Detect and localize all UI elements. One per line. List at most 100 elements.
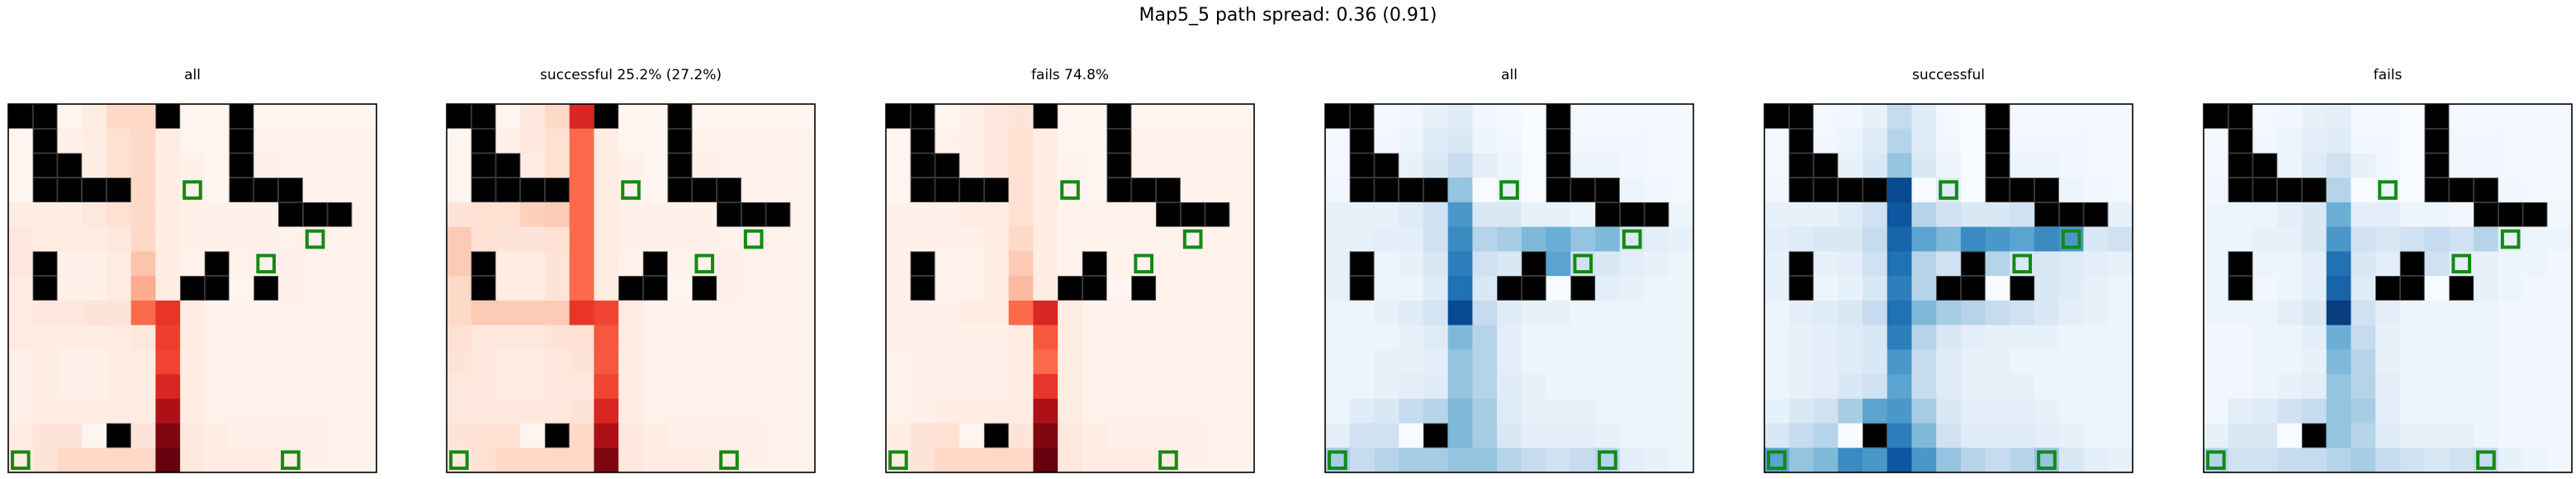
wall-cell	[692, 276, 717, 301]
heat-cell	[1180, 349, 1206, 375]
heat-cell	[1472, 276, 1498, 301]
heat-cell	[520, 202, 546, 228]
heat-cell	[1156, 104, 1181, 130]
goal-marker	[1134, 254, 1154, 274]
wall-cell	[471, 153, 497, 178]
heat-cell	[2424, 300, 2450, 326]
heat-cell	[278, 128, 304, 154]
heat-cell	[2058, 325, 2085, 350]
heat-cell	[2424, 374, 2450, 400]
wall-outline	[1985, 153, 2010, 178]
heat-cell	[2399, 448, 2426, 473]
heat-cell	[717, 276, 742, 301]
heat-cell	[1399, 423, 1424, 448]
wall-cell	[1180, 202, 1206, 228]
heat-cell	[717, 104, 742, 130]
heat-cell	[2010, 448, 2035, 473]
wall-outline	[1546, 128, 1571, 154]
heat-cell	[352, 398, 377, 424]
heat-cell	[1349, 325, 1376, 350]
wall-cell	[1423, 178, 1449, 203]
heat-cell	[2058, 398, 2085, 424]
heat-cell	[2277, 300, 2303, 326]
wall-cell	[2424, 128, 2450, 154]
heat-cell	[130, 202, 156, 228]
heat-cell	[1619, 128, 1646, 154]
heat-cell	[2301, 226, 2327, 252]
heat-cell	[32, 202, 59, 228]
heat-cell	[2326, 178, 2351, 203]
heat-cell	[1205, 325, 1230, 350]
heat-cell	[618, 423, 644, 448]
heat-cell	[1229, 349, 1255, 375]
heat-cell	[1472, 178, 1498, 203]
heat-cell	[1399, 448, 1424, 473]
heat-cell	[1764, 226, 1790, 252]
heat-cell	[1619, 153, 1646, 178]
heat-cell	[1813, 300, 1839, 326]
heat-cell	[130, 128, 156, 154]
wall-cell	[1106, 104, 1132, 130]
heat-cell	[959, 104, 985, 130]
heat-cell	[618, 398, 644, 424]
heat-cell	[1595, 398, 1621, 424]
wall-outline	[2034, 202, 2059, 227]
heat-cell	[8, 153, 34, 178]
wall-outline	[205, 251, 230, 276]
wall-cell	[1106, 128, 1132, 154]
heat-cell	[278, 349, 304, 375]
heat-cell	[1619, 349, 1646, 375]
wall-outline	[1644, 202, 1669, 227]
heat-cell	[1082, 349, 1108, 375]
heat-cell	[253, 128, 279, 154]
wall-cell	[1985, 128, 2010, 154]
heat-cell	[1423, 398, 1449, 424]
heat-cell	[1669, 104, 1694, 130]
heat-cell	[692, 423, 717, 448]
heat-cell	[1131, 202, 1157, 228]
heat-cell	[1058, 374, 1083, 400]
heat-cell	[130, 276, 156, 301]
heat-cell	[2058, 104, 2085, 130]
heat-cell	[2204, 128, 2229, 154]
heat-cell	[642, 153, 669, 178]
heat-cell	[1960, 448, 1986, 473]
heat-cell	[2498, 349, 2524, 375]
heat-cell	[1229, 251, 1255, 277]
heat-cell	[1887, 448, 1912, 473]
heat-cell	[594, 276, 619, 301]
wall-outline	[2010, 178, 2034, 202]
wall-outline	[278, 202, 303, 227]
heat-cell	[447, 325, 472, 350]
heat-cell	[1447, 374, 1473, 400]
heat-cell	[82, 423, 107, 448]
heat-cell	[2522, 423, 2548, 448]
heat-cell	[1887, 276, 1912, 301]
wall-cell	[82, 178, 107, 203]
heat-cell	[1570, 226, 1596, 252]
heatmap-grid	[2203, 103, 2573, 473]
wall-cell	[204, 276, 230, 301]
heat-cell	[1838, 202, 1863, 228]
wall-cell	[594, 104, 619, 130]
heat-cell	[2375, 226, 2401, 252]
heat-cell	[935, 226, 960, 252]
heat-cell	[8, 276, 34, 301]
heat-cell	[2375, 251, 2401, 277]
heat-cell	[1058, 448, 1083, 473]
heat-cell	[765, 374, 791, 400]
heat-cell	[2449, 325, 2474, 350]
heat-cell	[447, 423, 472, 448]
wall-cell	[2301, 178, 2327, 203]
heat-cell	[1497, 325, 1522, 350]
heat-cell	[495, 128, 521, 154]
heat-cell	[1325, 349, 1351, 375]
heat-cell	[2252, 300, 2278, 326]
heat-cell	[1838, 374, 1863, 400]
heat-cell	[8, 374, 34, 400]
heat-cell	[2547, 153, 2573, 178]
wall-cell	[1349, 153, 1376, 178]
heat-cell	[2034, 128, 2060, 154]
heat-cell	[2034, 104, 2060, 130]
